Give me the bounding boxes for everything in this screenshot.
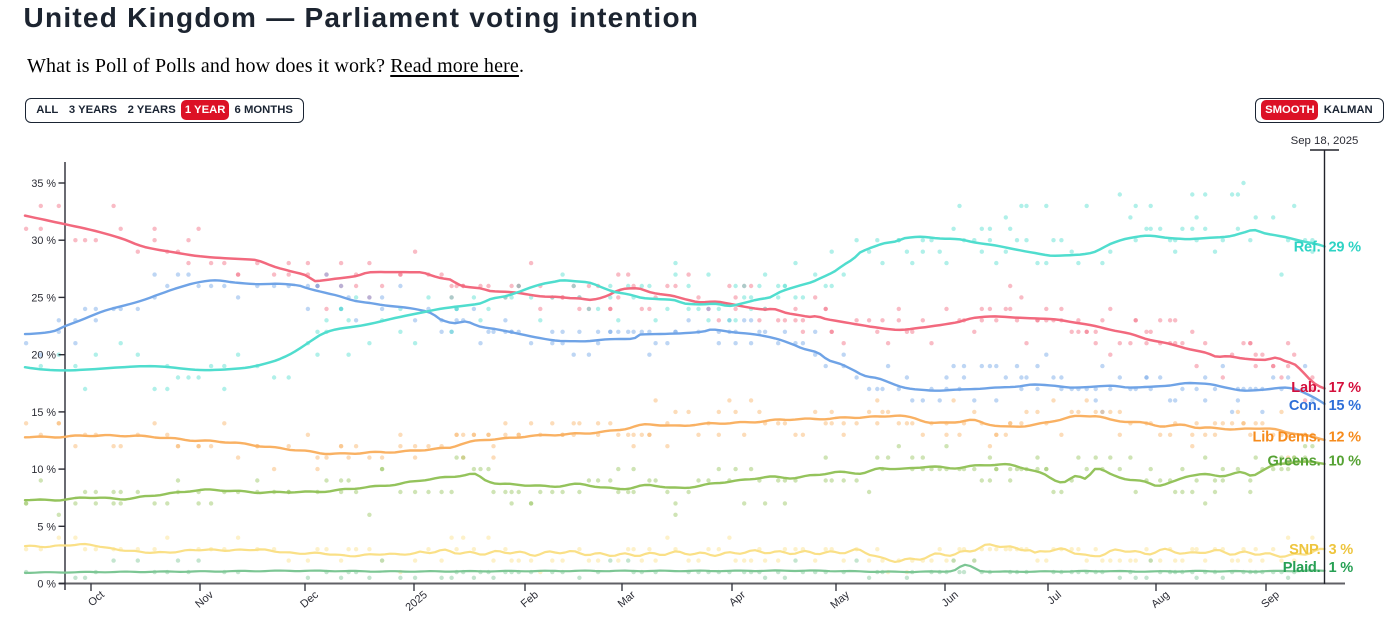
svg-text:15 %: 15 %: [31, 407, 56, 419]
svg-text:Sep 18, 2025: Sep 18, 2025: [1291, 135, 1359, 147]
svg-text:25 %: 25 %: [31, 292, 56, 304]
svg-text:15 %: 15 %: [1329, 398, 1362, 414]
svg-text:Greens.: Greens.: [1268, 454, 1321, 470]
svg-text:Aug: Aug: [1149, 589, 1172, 611]
svg-text:Ref.: Ref.: [1294, 239, 1321, 255]
svg-text:0 %: 0 %: [37, 579, 56, 591]
svg-text:10 %: 10 %: [1329, 454, 1362, 470]
svg-text:Plaid.: Plaid.: [1283, 560, 1321, 576]
svg-text:Nov: Nov: [193, 589, 216, 611]
svg-text:Feb: Feb: [519, 589, 541, 610]
svg-text:Oct: Oct: [86, 589, 107, 609]
svg-text:17 %: 17 %: [1329, 380, 1362, 396]
svg-text:30 %: 30 %: [31, 235, 56, 247]
svg-text:3 %: 3 %: [1329, 542, 1354, 558]
svg-text:10 %: 10 %: [31, 464, 56, 476]
svg-text:Lib Dems.: Lib Dems.: [1253, 430, 1321, 446]
svg-text:Mar: Mar: [616, 589, 638, 611]
svg-text:SNP.: SNP.: [1289, 542, 1321, 558]
svg-text:2025: 2025: [403, 589, 429, 614]
svg-text:35 %: 35 %: [31, 178, 56, 190]
svg-text:May: May: [828, 589, 852, 612]
svg-text:29 %: 29 %: [1329, 239, 1362, 255]
svg-text:1 %: 1 %: [1329, 560, 1354, 576]
svg-text:Con.: Con.: [1289, 398, 1321, 414]
svg-text:Jul: Jul: [1045, 589, 1063, 607]
svg-text:Apr: Apr: [727, 589, 748, 609]
svg-text:Dec: Dec: [298, 589, 321, 611]
svg-text:5 %: 5 %: [37, 521, 56, 533]
svg-text:Lab.: Lab.: [1291, 380, 1320, 396]
svg-text:12 %: 12 %: [1329, 430, 1362, 446]
svg-text:Jun: Jun: [940, 589, 961, 610]
svg-text:Sep: Sep: [1259, 589, 1282, 611]
svg-text:20 %: 20 %: [31, 350, 56, 362]
